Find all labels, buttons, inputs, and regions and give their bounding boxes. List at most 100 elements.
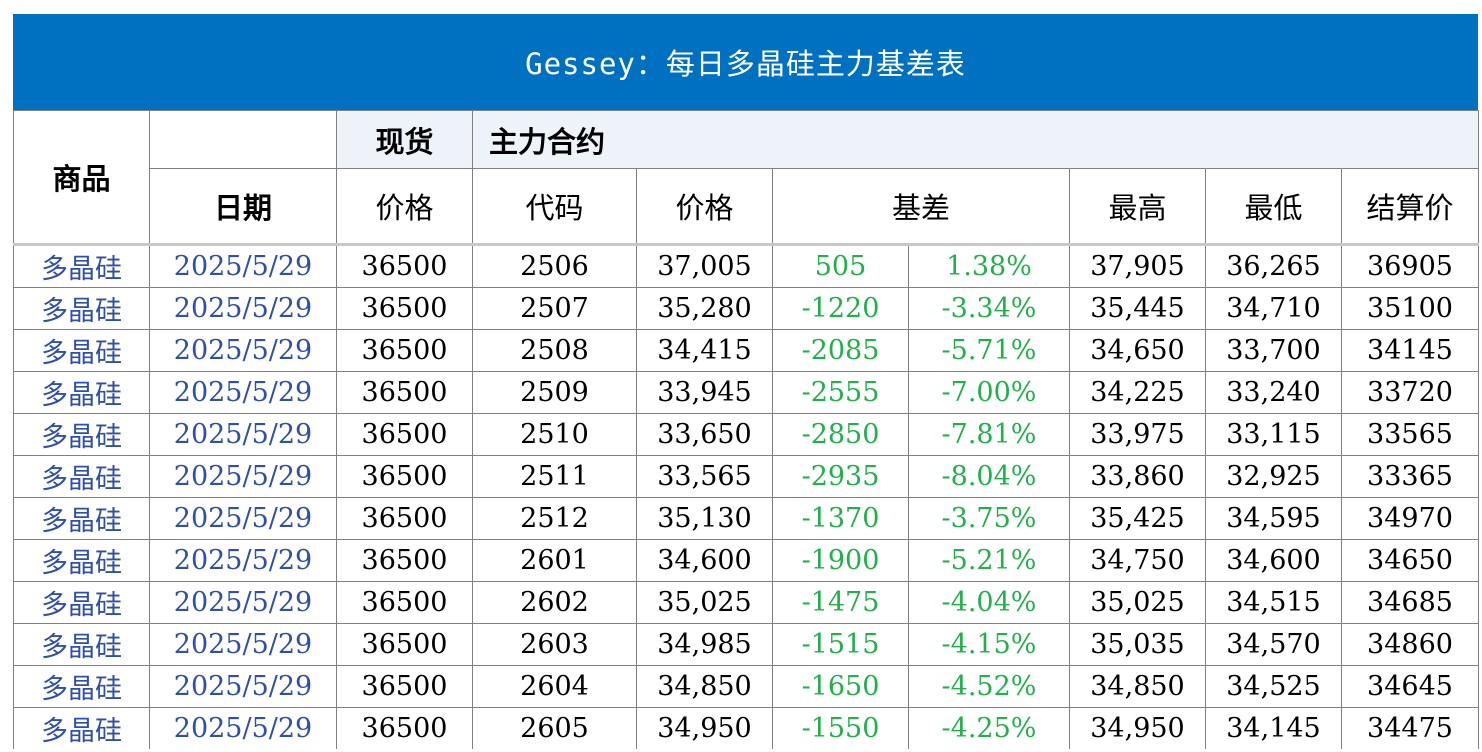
low-price-cell: 34,570 (1205, 623, 1342, 666)
settle-price-cell: 34475 (1340, 707, 1480, 749)
commodity-cell: 多晶硅 (13, 581, 150, 624)
basis-percent-cell: -4.25% (908, 707, 1070, 749)
header-code: 代码 (472, 168, 637, 246)
table-title: Gessey：每日多晶硅主力基差表 (13, 14, 1478, 110)
date-cell: 2025/5/29 (149, 413, 337, 456)
table-row: 多晶硅 2025/5/29 36500 2509 33,945 -2555 -7.00% 34… (13, 371, 1480, 414)
high-price-cell: 34,750 (1069, 539, 1206, 582)
contract-price-cell: 35,130 (636, 497, 773, 540)
header-high: 最高 (1069, 168, 1206, 246)
high-price-cell: 33,975 (1069, 413, 1206, 456)
settle-price-cell: 36905 (1340, 244, 1480, 288)
date-cell: 2025/5/29 (149, 497, 337, 540)
settle-price-cell: 34685 (1340, 581, 1480, 624)
commodity-cell: 多晶硅 (13, 413, 150, 456)
spot-price-cell: 36500 (336, 707, 473, 749)
basis-cell: -1370 (772, 497, 909, 540)
settle-price-cell: 34145 (1340, 329, 1480, 372)
spot-price-cell: 36500 (336, 581, 473, 624)
table-row: 多晶硅 2025/5/29 36500 2602 35,025 -1475 -4.04% 35… (13, 581, 1480, 624)
basis-cell: -1220 (772, 287, 909, 330)
header-spot: 现货 (336, 110, 473, 169)
contract-price-cell: 33,650 (636, 413, 773, 456)
header-date: 日期 (149, 168, 337, 246)
commodity-cell: 多晶硅 (13, 455, 150, 498)
commodity-cell: 多晶硅 (13, 287, 150, 330)
spot-price-cell: 36500 (336, 413, 473, 456)
basis-cell: -1515 (772, 623, 909, 666)
high-price-cell: 34,650 (1069, 329, 1206, 372)
high-price-cell: 34,950 (1069, 707, 1206, 749)
contract-code-cell: 2605 (472, 707, 637, 749)
date-cell: 2025/5/29 (149, 244, 337, 288)
contract-code-cell: 2512 (472, 497, 637, 540)
basis-cell: -1900 (772, 539, 909, 582)
basis-percent-cell: -8.04% (908, 455, 1070, 498)
contract-price-cell: 35,280 (636, 287, 773, 330)
spot-price-cell: 36500 (336, 623, 473, 666)
settle-price-cell: 34970 (1340, 497, 1480, 540)
low-price-cell: 33,700 (1205, 329, 1342, 372)
date-cell: 2025/5/29 (149, 455, 337, 498)
contract-price-cell: 34,600 (636, 539, 773, 582)
spot-price-cell: 36500 (336, 497, 473, 540)
high-price-cell: 35,025 (1069, 581, 1206, 624)
date-cell: 2025/5/29 (149, 581, 337, 624)
contract-price-cell: 35,025 (636, 581, 773, 624)
settle-price-cell: 33365 (1340, 455, 1480, 498)
low-price-cell: 34,525 (1205, 665, 1342, 708)
header-spot-price: 价格 (336, 168, 473, 246)
low-price-cell: 34,710 (1205, 287, 1342, 330)
settle-price-cell: 33720 (1340, 371, 1480, 414)
header-price: 价格 (636, 168, 773, 246)
contract-code-cell: 2602 (472, 581, 637, 624)
basis-cell: -2850 (772, 413, 909, 456)
date-cell: 2025/5/29 (149, 371, 337, 414)
contract-code-cell: 2510 (472, 413, 637, 456)
low-price-cell: 32,925 (1205, 455, 1342, 498)
spot-price-cell: 36500 (336, 371, 473, 414)
low-price-cell: 36,265 (1205, 244, 1342, 288)
spot-price-cell: 36500 (336, 539, 473, 582)
basis-percent-cell: -5.21% (908, 539, 1070, 582)
basis-cell: -1650 (772, 665, 909, 708)
contract-code-cell: 2509 (472, 371, 637, 414)
basis-cell: -1475 (772, 581, 909, 624)
basis-percent-cell: -3.34% (908, 287, 1070, 330)
table-row: 多晶硅 2025/5/29 36500 2508 34,415 -2085 -5.71% 34… (13, 329, 1480, 372)
date-cell: 2025/5/29 (149, 539, 337, 582)
high-price-cell: 34,850 (1069, 665, 1206, 708)
settle-price-cell: 33565 (1340, 413, 1480, 456)
date-cell: 2025/5/29 (149, 623, 337, 666)
settle-price-cell: 35100 (1340, 287, 1480, 330)
settle-price-cell: 34860 (1340, 623, 1480, 666)
header-commodity: 商品 (13, 110, 150, 246)
table-body: 多晶硅 2025/5/29 36500 2506 37,005 505 1.38% 37,90… (13, 244, 1480, 749)
spot-price-cell: 36500 (336, 244, 473, 288)
high-price-cell: 34,225 (1069, 371, 1206, 414)
low-price-cell: 34,595 (1205, 497, 1342, 540)
contract-price-cell: 33,945 (636, 371, 773, 414)
low-price-cell: 33,115 (1205, 413, 1342, 456)
basis-cell: -2085 (772, 329, 909, 372)
basis-percent-cell: -7.81% (908, 413, 1070, 456)
contract-price-cell: 37,005 (636, 244, 773, 288)
date-cell: 2025/5/29 (149, 287, 337, 330)
table-row: 多晶硅 2025/5/29 36500 2510 33,650 -2850 -7.81% 33… (13, 413, 1480, 456)
high-price-cell: 33,860 (1069, 455, 1206, 498)
header-basis: 基差 (772, 168, 1070, 246)
date-cell: 2025/5/29 (149, 707, 337, 749)
contract-code-cell: 2511 (472, 455, 637, 498)
spot-price-cell: 36500 (336, 455, 473, 498)
commodity-cell: 多晶硅 (13, 623, 150, 666)
commodity-cell: 多晶硅 (13, 371, 150, 414)
table-row: 多晶硅 2025/5/29 36500 2604 34,850 -1650 -4.52% 34… (13, 665, 1480, 708)
contract-price-cell: 34,415 (636, 329, 773, 372)
high-price-cell: 37,905 (1069, 244, 1206, 288)
contract-price-cell: 34,985 (636, 623, 773, 666)
table-row: 多晶硅 2025/5/29 36500 2512 35,130 -1370 -3.75% 35… (13, 497, 1480, 540)
date-cell: 2025/5/29 (149, 665, 337, 708)
commodity-cell: 多晶硅 (13, 244, 150, 288)
header-low: 最低 (1205, 168, 1342, 246)
date-cell: 2025/5/29 (149, 329, 337, 372)
